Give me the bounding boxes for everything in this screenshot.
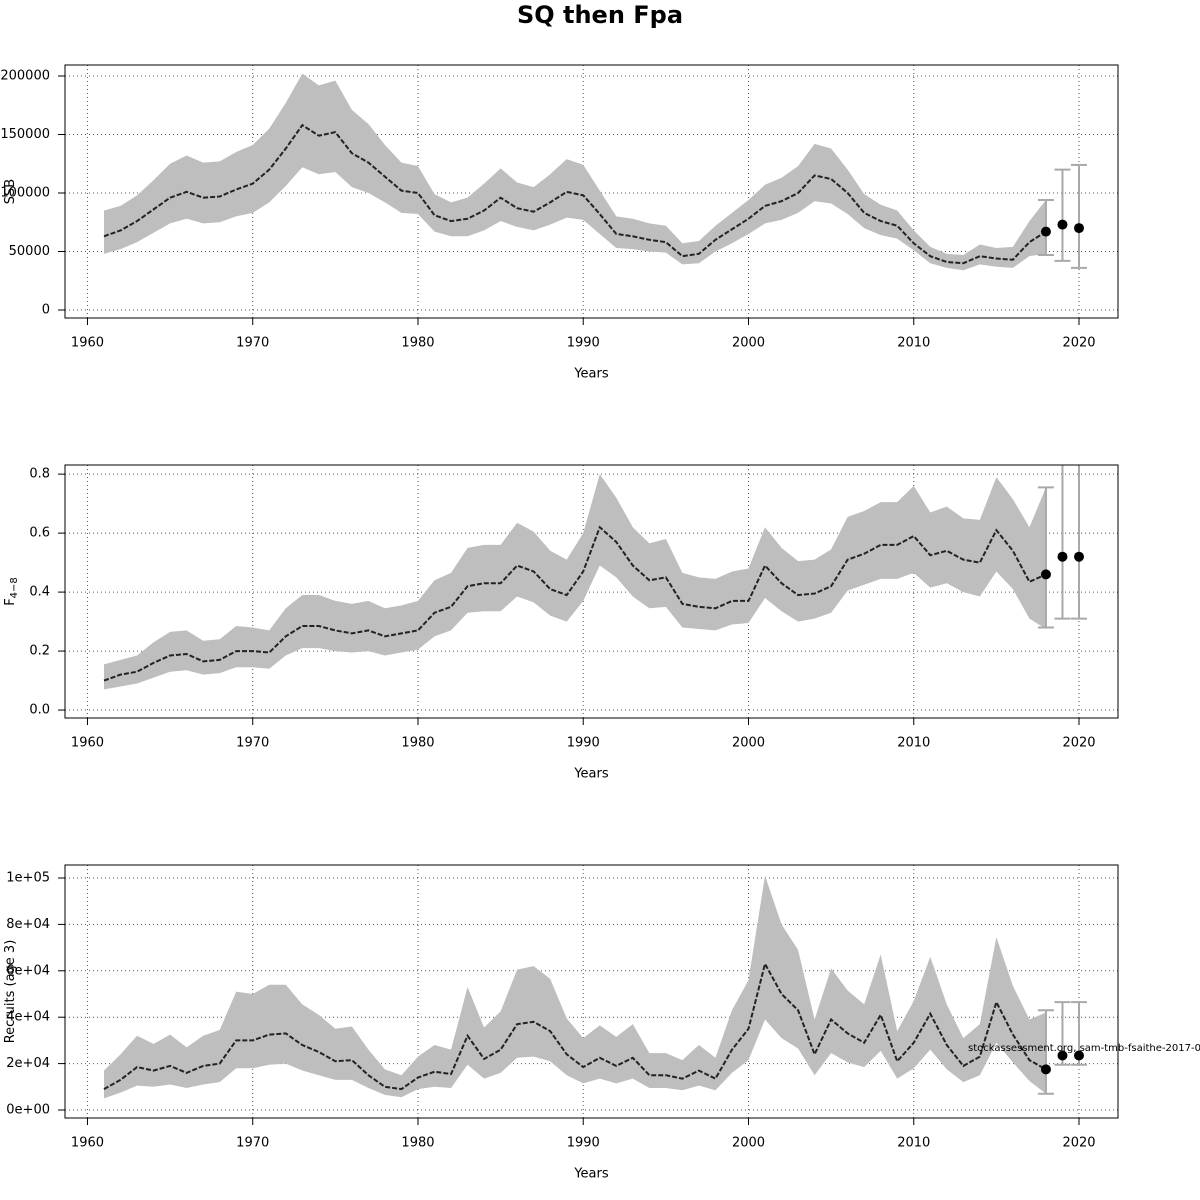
estimate-line [103,123,1047,265]
x-axis-label: Years [573,367,609,382]
y-tick-label: 8e+04 [6,917,50,932]
y-tick-label: 2e+04 [6,1056,50,1071]
x-tick-label: 1960 [71,1136,104,1151]
x-tick-label: 1990 [567,1136,600,1151]
x-tick-label: 1990 [567,336,600,351]
x-tick-label: 2010 [897,336,930,351]
y-tick-label: 0.0 [29,703,50,718]
y-axis-label-sub: 4−8 [9,577,20,598]
x-tick-label: 2020 [1062,736,1095,751]
x-tick-label: 2000 [732,736,765,751]
x-tick-label: 2000 [732,336,765,351]
x-tick-label: 2020 [1062,336,1095,351]
y-tick-label: 4e+04 [6,1010,50,1025]
x-tick-label: 2000 [732,1136,765,1151]
estimate-line [103,961,1047,1091]
y-tick-label: 0 [42,302,50,317]
forecast-point [1057,219,1068,230]
y-tick-label: 0.8 [29,467,50,482]
y-tick-label: 50000 [9,244,50,259]
annotation: stockassessment.org, sam-tmb-fsaithe-201… [968,1043,1200,1054]
x-tick-label: 1970 [236,736,269,751]
forecast-point [1074,223,1084,234]
plot-area [103,465,1087,690]
x-tick-label: 1960 [71,336,104,351]
forecast-point [1074,1050,1084,1061]
y-axis-label: F4−8 [3,577,21,606]
x-tick-label: 1980 [401,1136,434,1151]
forecast-point [1040,226,1051,237]
y-tick-label: 200000 [0,68,50,83]
estimate-line [103,525,1047,682]
plot-frame [64,464,1119,719]
y-tick-label: 0.2 [29,644,50,659]
y-tick-label: 0.4 [29,585,50,600]
chart-title: SQ then Fpa [517,1,683,29]
x-axis-label: Years [573,1167,609,1182]
y-axis-label-main: F [3,598,18,605]
x-tick-label: 1990 [567,736,600,751]
plot-frame [64,864,1119,1119]
y-axis-label-main: Recruits (age 3) [3,940,18,1044]
forecast-point [1040,569,1051,580]
forecast-point [1057,1050,1068,1061]
forecast-point [1040,1064,1051,1075]
x-axis-label: Years [573,767,609,782]
x-tick-label: 1970 [236,336,269,351]
y-tick-label: 0.6 [29,526,50,541]
x-tick-label: 1980 [401,736,434,751]
confidence-band [104,73,1046,271]
plot-area [103,875,1087,1099]
y-axis-label: Recruits (age 3) [3,940,18,1044]
y-tick-label: 6e+04 [6,963,50,978]
plot-area [103,73,1087,271]
x-tick-label: 1960 [71,736,104,751]
x-tick-label: 1970 [236,1136,269,1151]
plot-frame [64,64,1119,319]
y-tick-label: 150000 [0,127,50,142]
y-axis-label-main: SSB [3,179,18,204]
y-tick-label: 100000 [0,185,50,200]
forecast-point [1074,551,1084,562]
y-tick-label: 0e+00 [6,1102,50,1117]
confidence-band [104,875,1046,1099]
x-tick-label: 2020 [1062,1136,1095,1151]
y-tick-label: 1e+05 [6,870,50,885]
x-tick-label: 2010 [897,1136,930,1151]
forecast-point [1057,551,1068,562]
x-tick-label: 2010 [897,736,930,751]
x-tick-label: 1980 [401,336,434,351]
y-axis-label: SSB [3,179,18,204]
